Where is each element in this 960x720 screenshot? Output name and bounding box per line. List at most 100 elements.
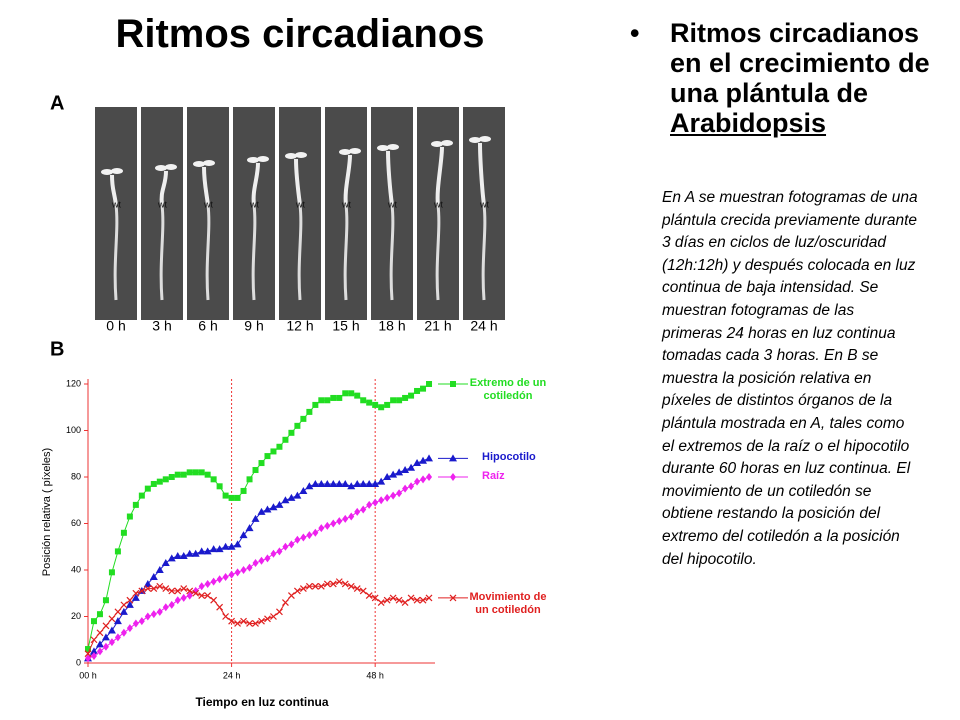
seedling-hypocotyl bbox=[159, 170, 168, 206]
marker bbox=[366, 399, 373, 406]
marker bbox=[317, 582, 325, 590]
description: En A se muestran fotogramas de una plánt… bbox=[662, 189, 918, 568]
marker bbox=[378, 404, 385, 411]
marker bbox=[425, 594, 433, 602]
marker bbox=[240, 487, 247, 494]
marker bbox=[108, 615, 116, 623]
marker bbox=[144, 485, 151, 492]
marker bbox=[347, 482, 356, 490]
marker bbox=[210, 476, 217, 483]
marker bbox=[240, 566, 247, 574]
cotyledon bbox=[193, 161, 205, 167]
marker bbox=[336, 517, 343, 526]
seedling-root bbox=[435, 204, 441, 301]
marker bbox=[221, 542, 230, 550]
marker bbox=[197, 547, 206, 555]
marker bbox=[150, 610, 157, 619]
marker bbox=[420, 475, 427, 484]
marker bbox=[234, 494, 241, 501]
seedling-hypocotyl bbox=[202, 166, 210, 206]
marker bbox=[354, 507, 361, 516]
marker bbox=[155, 566, 164, 573]
marker bbox=[402, 394, 409, 401]
cotyledon bbox=[349, 148, 361, 154]
marker bbox=[396, 397, 403, 404]
marker bbox=[269, 503, 278, 511]
marker bbox=[234, 568, 241, 577]
cotyledon bbox=[339, 149, 351, 155]
y-tick-label: 120 bbox=[66, 378, 81, 388]
seedling-hypocotyl bbox=[251, 162, 260, 206]
marker bbox=[264, 554, 271, 563]
frame-tag: wt bbox=[249, 199, 259, 209]
marker bbox=[378, 496, 385, 505]
marker bbox=[264, 453, 271, 460]
marker bbox=[173, 552, 182, 560]
marker bbox=[372, 401, 379, 408]
marker bbox=[305, 482, 314, 490]
marker bbox=[263, 505, 272, 513]
marker bbox=[371, 594, 379, 602]
marker bbox=[306, 408, 313, 415]
cotyledon bbox=[111, 168, 123, 174]
bullet-dot: • bbox=[630, 18, 640, 48]
marker bbox=[371, 479, 380, 487]
y-tick-label: 100 bbox=[66, 425, 81, 435]
marker bbox=[420, 385, 427, 392]
marker bbox=[449, 454, 457, 462]
marker bbox=[348, 390, 355, 397]
marker bbox=[365, 479, 374, 487]
marker bbox=[167, 554, 176, 562]
marker bbox=[395, 596, 403, 604]
marker bbox=[161, 559, 170, 567]
marker bbox=[329, 580, 337, 588]
marker bbox=[335, 578, 343, 586]
marker bbox=[216, 575, 223, 584]
marker bbox=[270, 613, 277, 620]
marker bbox=[210, 577, 217, 586]
marker bbox=[174, 471, 181, 478]
marker bbox=[413, 459, 422, 467]
marker bbox=[252, 467, 259, 474]
marker bbox=[113, 617, 122, 625]
marker bbox=[329, 479, 338, 487]
marker bbox=[450, 473, 456, 481]
marker bbox=[85, 654, 91, 663]
marker bbox=[383, 596, 391, 604]
marker bbox=[258, 460, 265, 467]
marker bbox=[360, 505, 367, 514]
marker bbox=[257, 507, 266, 515]
marker bbox=[419, 456, 428, 464]
marker bbox=[126, 513, 133, 520]
marker bbox=[216, 483, 223, 490]
marker bbox=[426, 381, 433, 387]
marker bbox=[414, 477, 421, 486]
marker bbox=[372, 498, 379, 507]
seedling-hypocotyl bbox=[294, 158, 302, 206]
marker bbox=[150, 480, 157, 487]
marker bbox=[143, 579, 152, 587]
marker bbox=[168, 587, 176, 595]
marker bbox=[222, 613, 230, 620]
marker bbox=[252, 559, 259, 568]
legend-label: Raíz bbox=[482, 470, 505, 482]
time-label: 15 h bbox=[332, 318, 359, 334]
marker bbox=[192, 469, 199, 476]
marker bbox=[347, 582, 355, 590]
bullet-span: Ritmos circadianos en el crecimiento de … bbox=[670, 18, 930, 108]
marker bbox=[162, 476, 169, 483]
marker bbox=[185, 549, 194, 557]
marker bbox=[191, 549, 200, 557]
marker bbox=[234, 620, 241, 627]
marker bbox=[102, 622, 110, 630]
marker bbox=[341, 580, 349, 588]
y-tick-label: 20 bbox=[71, 611, 81, 621]
marker bbox=[114, 633, 121, 642]
cotyledon bbox=[247, 157, 259, 163]
marker bbox=[246, 476, 253, 483]
marker bbox=[138, 492, 145, 499]
marker bbox=[323, 479, 332, 487]
marker bbox=[264, 615, 271, 623]
marker bbox=[365, 592, 373, 599]
marker bbox=[204, 471, 211, 478]
